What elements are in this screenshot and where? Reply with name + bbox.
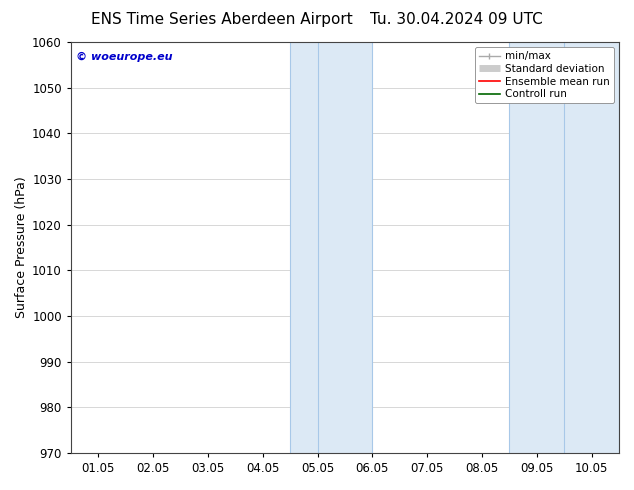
Text: © woeurope.eu: © woeurope.eu bbox=[77, 52, 173, 62]
Text: ENS Time Series Aberdeen Airport: ENS Time Series Aberdeen Airport bbox=[91, 12, 353, 27]
Bar bbox=[290, 42, 372, 453]
Bar bbox=[509, 42, 619, 453]
Y-axis label: Surface Pressure (hPa): Surface Pressure (hPa) bbox=[15, 176, 28, 318]
Legend: min/max, Standard deviation, Ensemble mean run, Controll run: min/max, Standard deviation, Ensemble me… bbox=[475, 47, 614, 103]
Text: Tu. 30.04.2024 09 UTC: Tu. 30.04.2024 09 UTC bbox=[370, 12, 543, 27]
